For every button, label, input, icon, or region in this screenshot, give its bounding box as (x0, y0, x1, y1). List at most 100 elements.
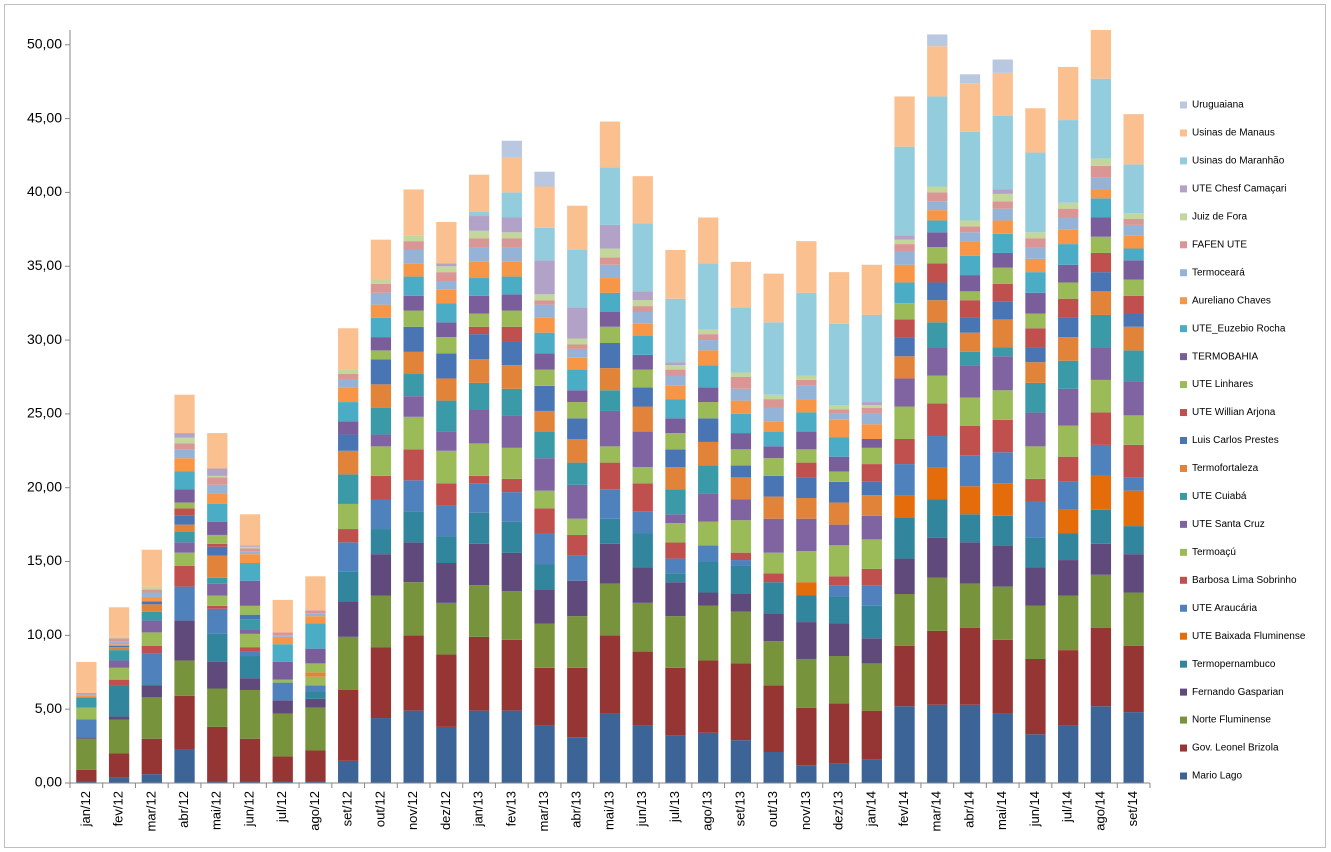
bar-segment (1090, 252, 1112, 273)
legend-swatch (1180, 353, 1187, 361)
bar-segment (567, 249, 588, 308)
bar-segment (927, 186, 948, 193)
bar-segment (305, 623, 326, 649)
bar-segment (1090, 217, 1112, 237)
bar-segment (665, 735, 686, 783)
bar-segment (1090, 78, 1112, 159)
bar-segment (763, 751, 784, 783)
bar-segment (76, 661, 97, 693)
bar-segment (370, 279, 392, 284)
bar-segment (632, 651, 653, 726)
bar-segment (534, 317, 555, 333)
bar-segment (894, 356, 915, 379)
bar-segment (239, 689, 261, 739)
bar-segment (1025, 412, 1046, 447)
bar-segment (861, 402, 882, 406)
bar-segment (501, 247, 522, 262)
bar-segment (1025, 247, 1046, 259)
bar-segment (370, 283, 392, 293)
bar-segment (1090, 30, 1112, 79)
bar-segment (927, 34, 948, 47)
bar-segment (141, 611, 162, 621)
x-tick-label: dez/13 (831, 791, 846, 830)
bar-segment (894, 264, 915, 283)
bar-segment (698, 465, 719, 494)
bar-segment (730, 465, 752, 478)
bar-segment (763, 458, 784, 476)
bar-segment (698, 732, 719, 783)
bar-segment (763, 475, 784, 497)
legend-label: Usinas de Manaus (1192, 128, 1275, 139)
bar-segment (665, 418, 686, 434)
bar-segment (1090, 198, 1112, 218)
bar-segment (468, 359, 490, 383)
bar-segment (1058, 337, 1079, 361)
bar-segment (436, 303, 457, 323)
legend-label: Gov. Leonel Brizola (1192, 743, 1279, 754)
legend-swatch (1180, 241, 1187, 249)
bar-segment (730, 552, 752, 561)
bar-segment (665, 298, 686, 363)
bar-segment (1025, 362, 1046, 383)
legend-label: Aureliano Chaves (1192, 295, 1271, 306)
bar-segment (370, 304, 392, 318)
bar-segment (108, 660, 130, 668)
bar-segment (534, 300, 555, 305)
legend-swatch (1180, 492, 1187, 500)
bar-segment (828, 585, 850, 597)
bar-segment (370, 384, 392, 408)
bar-segment (338, 689, 359, 761)
bar-segment (992, 72, 1013, 116)
bar-segment (599, 248, 621, 258)
bar-segment (599, 462, 621, 490)
x-tick-label: mar/12 (143, 791, 158, 831)
bar-segment (436, 400, 457, 432)
bar-segment (1058, 481, 1079, 510)
bar-segment (1090, 412, 1112, 445)
bar-segment (828, 576, 850, 586)
bar-segment (1058, 360, 1079, 389)
bar-segment (141, 697, 162, 739)
bar-segment (468, 443, 490, 476)
bar-segment (796, 379, 817, 386)
bar-segment (370, 337, 392, 351)
bar-segment (468, 174, 490, 212)
legend-swatch (1180, 101, 1187, 109)
bar-segment (796, 431, 817, 450)
legend-label: Uruguaiana (1192, 100, 1244, 111)
bar-segment (992, 483, 1013, 516)
bar-segment (796, 292, 817, 376)
bar-segment (305, 610, 326, 614)
bar-segment (632, 300, 653, 307)
bar-segment (468, 230, 490, 239)
bar-segment (272, 632, 293, 636)
bar-segment (567, 667, 588, 738)
bar-segment (632, 511, 653, 534)
bar-segment (108, 647, 130, 651)
bar-segment (959, 627, 981, 705)
bar-segment (1123, 350, 1144, 382)
bar-segment (698, 441, 719, 466)
bar-segment (174, 443, 195, 450)
bar-segment (141, 632, 162, 646)
bar-segment (239, 738, 261, 782)
bar-segment (1123, 114, 1144, 165)
bar-segment (632, 306, 653, 313)
x-tick-label: set/14 (1125, 791, 1140, 826)
bar-segment (861, 605, 882, 639)
bar-segment (1025, 238, 1046, 248)
bar-segment (665, 249, 686, 299)
bar-segment (207, 595, 228, 606)
bar-segment (665, 369, 686, 376)
bar-segment (534, 304, 555, 318)
bar-segment (992, 201, 1013, 209)
bar-segment (239, 633, 261, 648)
bar-segment (861, 424, 882, 439)
bar-segment (468, 216, 490, 231)
bar-segment (599, 518, 621, 544)
bar-segment (305, 691, 326, 699)
bar-segment (992, 59, 1013, 73)
bar-segment (174, 449, 195, 459)
bar-segment (665, 582, 686, 617)
bar-segment (174, 437, 195, 444)
